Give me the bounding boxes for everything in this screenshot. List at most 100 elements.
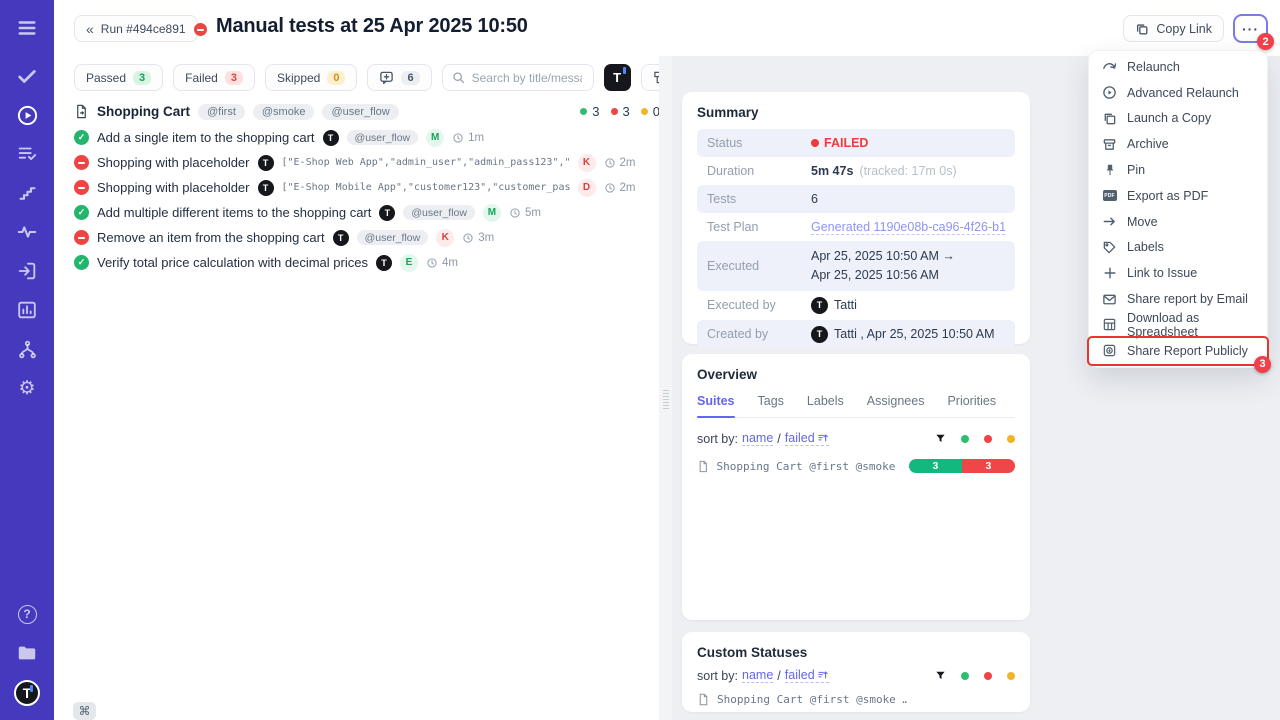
legend-skipped-dot[interactable] bbox=[1007, 434, 1015, 443]
test-row[interactable]: ✓ Verify total price calculation with de… bbox=[74, 250, 662, 275]
failed-count-badge: 3 bbox=[224, 70, 243, 85]
menu-item-share-by-email[interactable]: Share report by Email bbox=[1089, 286, 1267, 312]
tab-suites[interactable]: Suites bbox=[697, 394, 735, 418]
filter-funnel-icon[interactable] bbox=[935, 670, 946, 681]
sidebar-item-imports[interactable] bbox=[15, 259, 39, 283]
sort-by-failed-link[interactable]: failed bbox=[784, 431, 829, 446]
settings-gear-icon[interactable]: ⚙ bbox=[18, 377, 36, 399]
suite-tag[interactable]: @smoke bbox=[252, 103, 315, 120]
file-icon bbox=[699, 693, 708, 706]
legend-passed-dot[interactable] bbox=[961, 434, 969, 443]
menu-item-advanced-relaunch[interactable]: Advanced Relaunch bbox=[1089, 80, 1267, 106]
sidebar-item-test-plans[interactable] bbox=[15, 142, 39, 166]
custom-status-row-clipped: Shopping Cart @first @smoke … bbox=[697, 693, 1015, 706]
docs-folder-icon[interactable] bbox=[15, 641, 39, 665]
filter-funnel-icon[interactable] bbox=[935, 433, 946, 444]
clock-icon bbox=[604, 182, 615, 193]
status-failed-value: FAILED bbox=[811, 136, 868, 150]
summary-row-test-plan: Test Plan Generated 1190e08b-ca96-4f26-b… bbox=[707, 219, 1005, 235]
suite-results-bar[interactable]: 3 3 bbox=[908, 459, 1015, 473]
passed-check-icon: ✓ bbox=[74, 205, 89, 220]
legend-failed-dot[interactable] bbox=[984, 671, 992, 680]
filter-passed-button[interactable]: Passed 3 bbox=[74, 64, 164, 91]
comments-filter-button[interactable]: 6 bbox=[367, 64, 432, 91]
status-letter-badge: M bbox=[482, 203, 501, 222]
test-tag[interactable]: @user_flow bbox=[346, 130, 419, 145]
passed-check-icon: ✓ bbox=[74, 130, 89, 145]
menu-item-pin[interactable]: Pin bbox=[1089, 157, 1267, 183]
menu-item-relaunch[interactable]: Relaunch bbox=[1089, 54, 1267, 80]
sort-by-name-link[interactable]: name bbox=[742, 431, 774, 446]
sidebar-item-pulse[interactable] bbox=[15, 220, 39, 244]
test-plan-link[interactable]: Generated 1190e08b-ca96-4f26-b10f-d6dc..… bbox=[811, 219, 1005, 235]
sidebar-item-checks[interactable] bbox=[15, 64, 39, 88]
avatar-accent bbox=[622, 67, 626, 74]
suite-tag[interactable]: @first bbox=[198, 103, 245, 120]
tab-tags[interactable]: Tags bbox=[757, 394, 784, 408]
menu-item-download-spreadsheet[interactable]: Download as Spreadsheet bbox=[1089, 311, 1267, 339]
copy-icon bbox=[1137, 23, 1148, 34]
export-pdf-icon: PDF bbox=[1102, 188, 1117, 203]
sidebar-item-runs[interactable] bbox=[15, 103, 39, 127]
assignee-avatar: T bbox=[375, 254, 392, 271]
suite-tag[interactable]: @user_flow bbox=[322, 103, 399, 120]
test-row[interactable]: ✓ Add multiple different items to the sh… bbox=[74, 200, 662, 225]
menu-item-move[interactable]: Move bbox=[1089, 209, 1267, 235]
test-tag[interactable]: @user_flow bbox=[403, 205, 475, 220]
menu-item-export-pdf[interactable]: PDF Export as PDF bbox=[1089, 183, 1267, 209]
menu-item-archive[interactable]: Archive bbox=[1089, 131, 1267, 157]
pane-resize-handle[interactable] bbox=[659, 56, 672, 720]
test-tag[interactable]: @user_flow bbox=[356, 230, 429, 245]
menu-item-share-report-publicly[interactable]: Share Report Publicly 3 bbox=[1089, 338, 1271, 373]
help-icon[interactable]: ? bbox=[15, 602, 39, 626]
back-to-run-button[interactable]: « Run #494ce891 bbox=[74, 15, 198, 42]
sort-by-name-link[interactable]: name bbox=[742, 668, 774, 683]
advanced-relaunch-icon bbox=[1102, 85, 1117, 100]
failed-dot bbox=[610, 108, 618, 115]
summary-row-status: Status FAILED bbox=[697, 129, 1015, 157]
user-avatar: T bbox=[811, 325, 828, 343]
filter-skipped-button[interactable]: Skipped 0 bbox=[264, 64, 358, 91]
legend-passed-dot[interactable] bbox=[961, 671, 969, 680]
test-duration: 1m bbox=[452, 132, 484, 144]
sidebar-item-branches[interactable] bbox=[15, 337, 39, 361]
menu-icon[interactable] bbox=[15, 16, 39, 40]
menu-item-labels[interactable]: Labels bbox=[1089, 235, 1267, 261]
assignee-avatar: T bbox=[322, 129, 339, 146]
spreadsheet-icon bbox=[1102, 317, 1117, 332]
legend-failed-dot[interactable] bbox=[984, 434, 992, 443]
search-input[interactable] bbox=[471, 70, 582, 85]
test-row[interactable]: Shopping with placeholder T ["E-Shop Mob… bbox=[74, 175, 662, 200]
sort-by-failed-link[interactable]: failed bbox=[784, 668, 829, 683]
suite-file-icon bbox=[77, 104, 86, 119]
suite-bar-label[interactable]: Shopping Cart @first @smoke … bbox=[716, 459, 902, 473]
tab-labels[interactable]: Labels bbox=[806, 394, 844, 408]
profile-avatar[interactable]: T bbox=[14, 680, 40, 706]
tab-priorities[interactable]: Priorities bbox=[947, 394, 997, 408]
status-letter-badge: D bbox=[577, 178, 596, 197]
copy-link-button[interactable]: Copy Link bbox=[1123, 15, 1224, 42]
sidebar-item-milestones[interactable] bbox=[15, 181, 39, 205]
keyboard-shortcut-badge[interactable]: ⌘ bbox=[73, 702, 96, 720]
test-row[interactable]: ✓ Add a single item to the shopping cart… bbox=[74, 125, 662, 150]
test-row[interactable]: Shopping with placeholder T ["E-Shop Web… bbox=[74, 150, 662, 175]
clock-icon bbox=[463, 232, 473, 243]
clock-icon bbox=[604, 157, 615, 168]
share-publicly-icon bbox=[1102, 343, 1117, 358]
search-icon bbox=[452, 72, 464, 84]
report-logo-avatar[interactable]: T bbox=[603, 64, 631, 91]
menu-item-link-to-issue[interactable]: Link to Issue bbox=[1089, 260, 1267, 286]
tab-assignees[interactable]: Assignees bbox=[866, 394, 925, 408]
filter-failed-button[interactable]: Failed 3 bbox=[173, 64, 255, 91]
legend-skipped-dot[interactable] bbox=[1007, 671, 1015, 680]
sidebar-item-analytics[interactable] bbox=[15, 298, 39, 322]
chevrons-left-icon: « bbox=[86, 20, 94, 37]
test-example-data: ["E-Shop Mobile App","customer123","cust… bbox=[281, 182, 570, 193]
test-row[interactable]: Remove an item from the shopping cart T … bbox=[74, 225, 662, 250]
avatar-accent bbox=[30, 685, 33, 692]
menu-item-launch-copy[interactable]: Launch a Copy bbox=[1089, 106, 1267, 132]
suite-row[interactable]: Shopping Cart @first @smoke @user_flow 3… bbox=[74, 100, 660, 123]
assignee-avatar: T bbox=[257, 179, 274, 196]
pin-icon bbox=[1102, 163, 1117, 178]
more-actions-button[interactable]: ··· bbox=[1233, 14, 1268, 43]
